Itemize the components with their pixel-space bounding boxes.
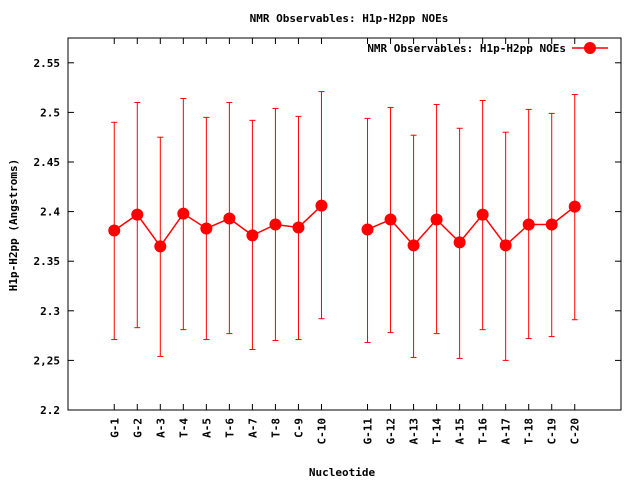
x-axis-ticks: G-1 G-2 A-3 T-4 A-5 T-6 A-7 T-8 C-9 C-10 G-11 G-12 A… — [108, 38, 582, 445]
x-tick-label: G-11 — [362, 418, 375, 445]
x-tick-label: C-10 — [315, 418, 328, 445]
x-tick-label: G-2 — [131, 418, 144, 438]
data-point-T-4 — [177, 207, 190, 220]
x-tick-label: T-4 — [177, 418, 190, 438]
data-point-T-18 — [522, 218, 535, 231]
chart-title: NMR Observables: H1p-H2pp NOEs — [250, 12, 449, 25]
x-tick-label: A-3 — [154, 418, 167, 438]
data-points — [108, 199, 581, 253]
x-tick-label: T-18 — [523, 418, 536, 445]
data-point-A-7 — [246, 229, 259, 242]
x-tick-label: A-5 — [200, 418, 213, 438]
y-axis-ticks: 2.2 2,25 2.3 2.35 2.4 2.45 2.5 2.55 — [34, 57, 621, 417]
data-point-G-2 — [131, 208, 144, 221]
data-point-C-10 — [315, 199, 328, 212]
x-tick-label: A-15 — [454, 418, 467, 445]
legend: NMR Observables: H1p-H2pp NOEs — [367, 42, 608, 55]
data-point-C-20 — [568, 200, 581, 213]
data-point-C-9 — [292, 221, 305, 234]
data-point-G-1 — [108, 224, 121, 237]
y-tick-label: 2.45 — [34, 156, 61, 169]
data-point-T-6 — [223, 212, 236, 225]
x-tick-label: C-20 — [569, 418, 582, 445]
data-point-G-12 — [384, 213, 397, 226]
data-point-A-3 — [154, 240, 167, 253]
x-tick-label: G-12 — [385, 418, 398, 445]
x-tick-label: T-14 — [431, 418, 444, 445]
legend-label: NMR Observables: H1p-H2pp NOEs — [367, 42, 566, 55]
data-point-A-15 — [453, 236, 466, 249]
x-tick-label: T-8 — [269, 418, 282, 438]
x-tick-label: A-17 — [500, 418, 513, 445]
x-tick-label: C-19 — [546, 418, 559, 445]
data-point-C-19 — [545, 218, 558, 231]
data-point-A-5 — [200, 222, 213, 235]
series-line-segment-0 — [113, 205, 322, 248]
y-tick-label: 2.35 — [34, 255, 61, 268]
x-tick-label: T-6 — [223, 418, 236, 438]
error-bars — [111, 91, 578, 361]
data-point-G-11 — [361, 223, 374, 236]
x-tick-label: G-1 — [108, 418, 121, 438]
y-tick-label: 2,25 — [34, 354, 61, 367]
y-tick-label: 2.5 — [40, 106, 60, 119]
y-tick-label: 2.3 — [40, 305, 60, 318]
x-tick-label: A-13 — [408, 418, 421, 445]
series-line-group — [113, 205, 576, 248]
plot-frame — [67, 37, 622, 411]
y-axis-label: H1p-H2pp (Angstroms) — [7, 159, 20, 291]
y-tick-label: 2.55 — [34, 57, 61, 70]
x-axis-label: Nucleotide — [309, 466, 376, 479]
y-tick-label: 2.4 — [40, 206, 60, 219]
x-tick-label: A-7 — [246, 418, 259, 438]
data-point-A-13 — [407, 239, 420, 252]
data-point-T-8 — [269, 218, 282, 231]
x-tick-label: T-16 — [477, 418, 490, 445]
series-line-segment-1 — [367, 206, 576, 247]
data-point-A-17 — [499, 239, 512, 252]
y-tick-label: 2.2 — [40, 404, 60, 417]
legend-marker — [584, 42, 596, 54]
x-tick-label: C-9 — [292, 418, 305, 438]
data-point-T-14 — [430, 213, 443, 226]
data-point-T-16 — [476, 208, 489, 221]
